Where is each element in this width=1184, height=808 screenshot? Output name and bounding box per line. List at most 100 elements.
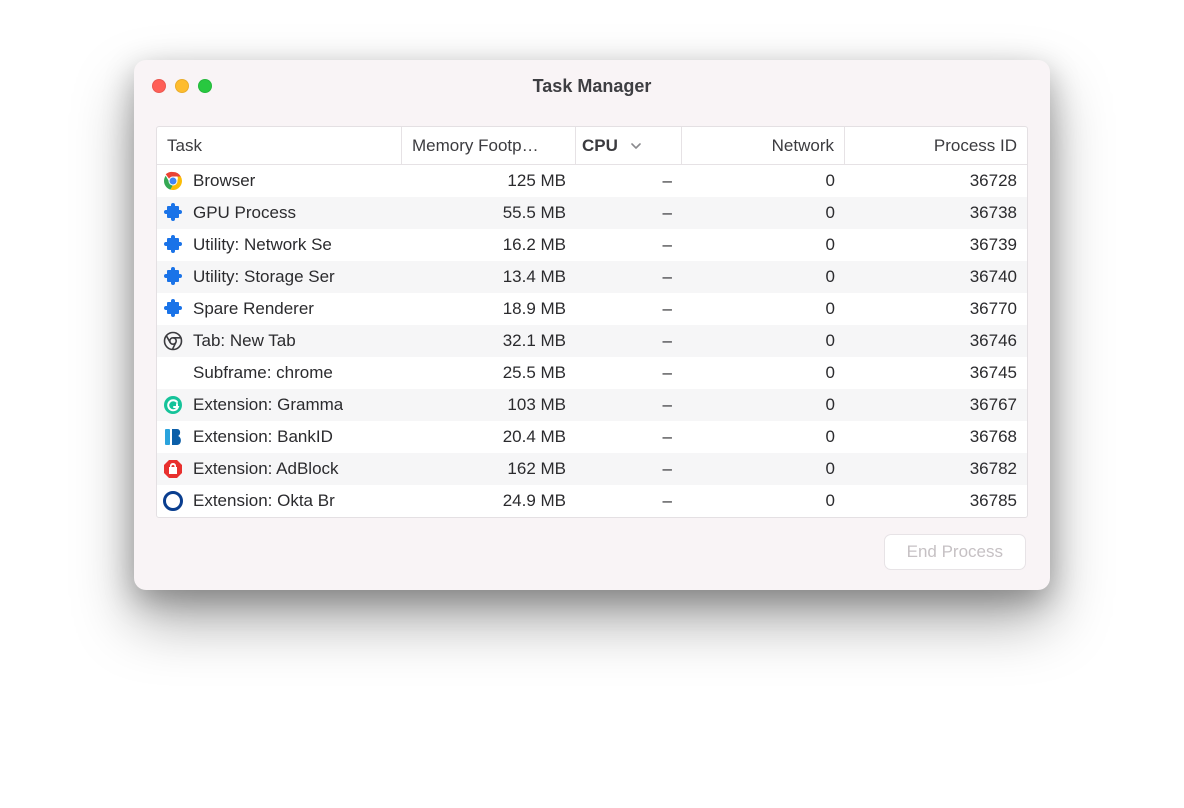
process-table: Task Memory Footp… CPU Network Process I…	[156, 126, 1028, 518]
table-header: Task Memory Footp… CPU Network Process I…	[157, 127, 1027, 165]
column-header-memory[interactable]: Memory Footp…	[402, 127, 576, 164]
task-name: Utility: Network Se	[193, 235, 332, 255]
table-row[interactable]: Extension: Okta Br 24.9 MB–036785	[157, 485, 1027, 517]
cell-pid: 36745	[845, 363, 1027, 383]
minimize-icon[interactable]	[175, 79, 189, 93]
cell-memory: 55.5 MB	[402, 203, 576, 223]
cell-pid: 36740	[845, 267, 1027, 287]
task-name: Extension: BankID	[193, 427, 333, 447]
puzzle-icon	[163, 299, 183, 319]
cell-cpu: –	[576, 203, 682, 223]
table-row[interactable]: Utility: Storage Ser 13.4 MB–036740	[157, 261, 1027, 293]
task-name: Spare Renderer	[193, 299, 314, 319]
cell-pid: 36782	[845, 459, 1027, 479]
task-name: Extension: Okta Br	[193, 491, 335, 511]
cell-memory: 24.9 MB	[402, 491, 576, 511]
cell-network: 0	[682, 363, 845, 383]
column-header-network[interactable]: Network	[682, 127, 845, 164]
adblock-icon	[163, 459, 183, 479]
cell-task: Tab: New Tab	[157, 331, 402, 351]
table-row[interactable]: GPU Process55.5 MB–036738	[157, 197, 1027, 229]
cell-pid: 36746	[845, 331, 1027, 351]
cell-cpu: –	[576, 267, 682, 287]
cell-memory: 103 MB	[402, 395, 576, 415]
cell-memory: 16.2 MB	[402, 235, 576, 255]
task-name: Tab: New Tab	[193, 331, 296, 351]
cell-network: 0	[682, 459, 845, 479]
cell-task: Subframe: chrome	[157, 363, 402, 383]
cell-memory: 20.4 MB	[402, 427, 576, 447]
cell-network: 0	[682, 171, 845, 191]
chrome-icon	[163, 171, 183, 191]
cell-cpu: –	[576, 171, 682, 191]
table-body: Browser125 MB–036728GPU Process55.5 MB–0…	[157, 165, 1027, 517]
cell-pid: 36728	[845, 171, 1027, 191]
column-header-pid[interactable]: Process ID	[845, 127, 1027, 164]
table-row[interactable]: Browser 125 MB–036728	[157, 165, 1027, 197]
cell-network: 0	[682, 235, 845, 255]
window-title: Task Manager	[134, 76, 1050, 97]
footer: End Process	[156, 518, 1028, 570]
close-icon[interactable]	[152, 79, 166, 93]
grammarly-icon	[163, 395, 183, 415]
cell-memory: 32.1 MB	[402, 331, 576, 351]
task-name: Extension: AdBlock	[193, 459, 339, 479]
cell-network: 0	[682, 395, 845, 415]
cell-task: GPU Process	[157, 203, 402, 223]
end-process-button[interactable]: End Process	[884, 534, 1026, 570]
column-header-cpu-label: CPU	[582, 136, 618, 156]
cell-task: Extension: Gramma	[157, 395, 402, 415]
cell-cpu: –	[576, 331, 682, 351]
cell-memory: 162 MB	[402, 459, 576, 479]
table-row[interactable]: Extension: Gramma103 MB–036767	[157, 389, 1027, 421]
zoom-icon[interactable]	[198, 79, 212, 93]
table-row[interactable]: Utility: Network Se16.2 MB–036739	[157, 229, 1027, 261]
task-name: Utility: Storage Ser	[193, 267, 335, 287]
cell-pid: 36739	[845, 235, 1027, 255]
cell-task: Browser	[157, 171, 402, 191]
traffic-lights	[152, 79, 212, 93]
column-header-cpu[interactable]: CPU	[576, 127, 682, 164]
cell-memory: 18.9 MB	[402, 299, 576, 319]
table-row[interactable]: Subframe: chrome 25.5 MB–036745	[157, 357, 1027, 389]
cell-pid: 36770	[845, 299, 1027, 319]
task-name: Extension: Gramma	[193, 395, 343, 415]
puzzle-icon	[163, 203, 183, 223]
cell-task: Extension: Okta Br	[157, 491, 402, 511]
cell-network: 0	[682, 491, 845, 511]
task-name: Subframe: chrome	[193, 363, 333, 383]
content-area: Task Memory Footp… CPU Network Process I…	[134, 112, 1050, 590]
cell-cpu: –	[576, 363, 682, 383]
bankid-icon	[163, 427, 183, 447]
cell-pid: 36767	[845, 395, 1027, 415]
cell-network: 0	[682, 331, 845, 351]
cell-cpu: –	[576, 427, 682, 447]
cell-network: 0	[682, 267, 845, 287]
column-header-task[interactable]: Task	[157, 127, 402, 164]
task-name: Browser	[193, 171, 255, 191]
cell-memory: 125 MB	[402, 171, 576, 191]
cell-task: Utility: Storage Ser	[157, 267, 402, 287]
cell-pid: 36785	[845, 491, 1027, 511]
task-name: GPU Process	[193, 203, 296, 223]
cell-cpu: –	[576, 491, 682, 511]
table-row[interactable]: Tab: New Tab 32.1 MB–036746	[157, 325, 1027, 357]
table-row[interactable]: Spare Renderer18.9 MB–036770	[157, 293, 1027, 325]
cell-memory: 25.5 MB	[402, 363, 576, 383]
cell-network: 0	[682, 427, 845, 447]
table-row[interactable]: Extension: BankID 20.4 MB–036768	[157, 421, 1027, 453]
cell-task: Utility: Network Se	[157, 235, 402, 255]
titlebar[interactable]: Task Manager	[134, 60, 1050, 112]
okta-icon	[163, 491, 183, 511]
cell-pid: 36738	[845, 203, 1027, 223]
table-row[interactable]: Extension: AdBlock 162 MB–036782	[157, 453, 1027, 485]
cell-cpu: –	[576, 299, 682, 319]
puzzle-icon	[163, 267, 183, 287]
chevron-down-icon	[630, 140, 642, 152]
puzzle-icon	[163, 235, 183, 255]
cell-memory: 13.4 MB	[402, 267, 576, 287]
cell-pid: 36768	[845, 427, 1027, 447]
cell-task: Extension: BankID	[157, 427, 402, 447]
cell-task: Extension: AdBlock	[157, 459, 402, 479]
cell-cpu: –	[576, 459, 682, 479]
